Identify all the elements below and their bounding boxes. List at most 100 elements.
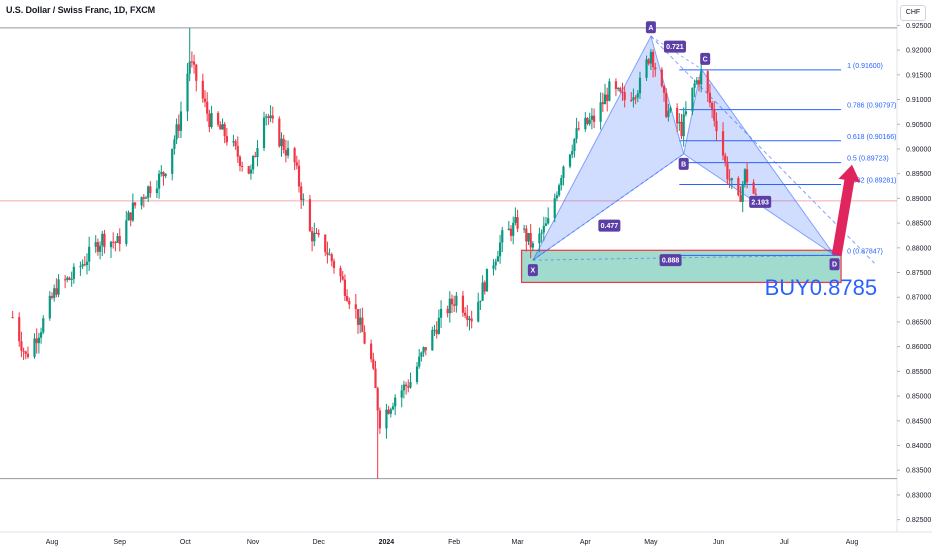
candle-body: [374, 368, 377, 389]
candle-body: [669, 107, 672, 111]
candle-body: [171, 148, 174, 174]
y-tick-label: 0.83500: [906, 468, 931, 475]
candle-body: [210, 112, 213, 128]
fib-level-label: 0.786 (0.90797): [847, 103, 896, 110]
candle-body: [317, 233, 320, 235]
candle-body: [553, 198, 556, 219]
candle-body: [225, 136, 228, 143]
candle-body: [219, 124, 222, 130]
candle-body: [302, 199, 305, 201]
candle-body: [217, 112, 220, 125]
candle-body: [678, 121, 681, 124]
candle-body: [265, 116, 268, 118]
candle-body: [155, 188, 159, 194]
candle-body: [682, 114, 685, 137]
candle-body: [455, 295, 458, 306]
candle-body: [728, 179, 731, 181]
pattern-point-c: C: [703, 56, 708, 63]
candle-body: [737, 178, 740, 196]
candle-body: [203, 98, 207, 102]
candle-body: [448, 298, 451, 314]
candle-body: [140, 197, 143, 206]
candle-body: [262, 117, 266, 149]
candle-body: [324, 234, 327, 253]
candle-body: [192, 61, 196, 65]
candle-body: [297, 165, 301, 187]
candle-body: [470, 318, 473, 322]
candle-body: [404, 384, 408, 387]
chart-grid: [0, 0, 932, 533]
candle-body: [103, 233, 106, 248]
candle-body: [424, 347, 427, 351]
candle-body: [450, 298, 454, 305]
candle-body: [343, 279, 346, 297]
candle-body: [236, 146, 239, 157]
pattern-point-b-bg: [678, 157, 689, 170]
candle-body: [208, 113, 211, 128]
candle-body: [584, 117, 587, 130]
y-tick-label: 0.87500: [906, 270, 931, 277]
candle-body: [282, 138, 285, 151]
candle-body: [713, 108, 716, 121]
candle-body: [437, 317, 440, 334]
pattern-ratio-label: 0.721: [666, 44, 684, 51]
candle-body: [538, 233, 541, 244]
y-tick-label: 0.86500: [906, 319, 931, 326]
candle-body: [361, 317, 364, 333]
x-tick-label: Apr: [580, 539, 592, 546]
candle-body: [313, 232, 316, 242]
candle-body: [743, 169, 746, 185]
candle-body: [599, 102, 602, 122]
candle-body: [507, 228, 510, 231]
candle-body: [708, 92, 712, 103]
candle-body: [542, 225, 545, 233]
candle-body: [651, 51, 655, 68]
candle-body: [42, 318, 45, 333]
candle-body: [149, 186, 152, 194]
y-tick-label: 0.88500: [906, 221, 931, 228]
candle-body: [697, 80, 701, 85]
candle-body: [295, 162, 298, 166]
candle-body: [544, 223, 548, 226]
candle-body: [116, 236, 119, 243]
candle-body: [636, 93, 639, 98]
candle-body: [439, 308, 443, 318]
candle-body: [577, 128, 580, 130]
candle-body: [387, 409, 390, 414]
candle-body: [512, 222, 515, 236]
candle-body: [133, 202, 137, 206]
x-tick-label: Oct: [180, 539, 191, 546]
candle-body: [188, 61, 191, 74]
candle-body: [588, 119, 591, 124]
candle-body: [363, 332, 366, 344]
y-tick-label: 0.91000: [906, 97, 931, 104]
y-tick-label: 0.82500: [906, 517, 931, 524]
candle-body: [127, 212, 130, 221]
candle-body: [79, 266, 82, 268]
y-tick-label: 0.92500: [906, 23, 931, 30]
candle-body: [186, 73, 189, 112]
candle-body: [101, 233, 104, 246]
candle-body: [33, 338, 36, 357]
candle-body: [660, 69, 663, 87]
y-tick-label: 0.87000: [906, 295, 931, 302]
candle-body: [614, 81, 618, 89]
candle-body: [341, 276, 344, 280]
candle-body: [66, 277, 69, 280]
candle-body: [234, 141, 237, 147]
candle-body: [175, 124, 178, 140]
candle-body: [461, 295, 465, 313]
candle-body: [691, 87, 694, 112]
candle-body: [142, 197, 145, 199]
candle-body: [278, 118, 281, 147]
candle-body: [94, 242, 97, 247]
candle-body: [345, 296, 349, 301]
candle-body: [531, 243, 534, 248]
candle-body: [179, 111, 183, 131]
currency-button[interactable]: CHF: [900, 5, 926, 21]
time-axis: Aug Sep Oct Nov Dec 2024 Feb Mar Apr May Jun Jul Aug: [46, 539, 859, 546]
candle-body: [109, 241, 113, 248]
candle-body: [308, 199, 312, 232]
candle-body: [560, 178, 563, 186]
